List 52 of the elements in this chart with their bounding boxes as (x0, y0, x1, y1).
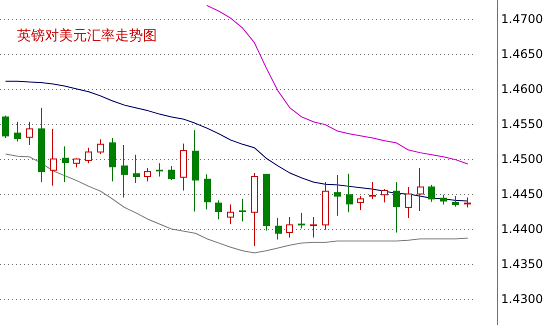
candlestick (73, 158, 80, 168)
candlestick (263, 174, 270, 231)
candlestick (440, 194, 447, 206)
line-series (5, 80, 468, 202)
candlestick (133, 154, 140, 184)
line-series (206, 5, 468, 164)
candlestick (168, 166, 175, 181)
candlestick (239, 198, 246, 222)
y-tick-label: 1.4450 (501, 187, 543, 202)
candlestick (298, 212, 305, 229)
candlestick (369, 182, 376, 200)
candlestick (275, 217, 282, 240)
candlestick (452, 196, 459, 208)
y-tick-label: 1.4500 (501, 152, 543, 166)
candlestick (180, 143, 187, 192)
candlestick (286, 216, 293, 238)
candlestick (227, 204, 234, 225)
candlestick (121, 144, 128, 198)
candlestick (85, 147, 92, 164)
text: 英镑对美元汇率走势图 (17, 28, 157, 44)
candlestick (393, 182, 400, 234)
candlestick (322, 182, 329, 230)
y-tick-label: 1.4300 (501, 292, 543, 306)
y-tick-label: 1.4650 (501, 46, 543, 61)
candlestick (62, 146, 69, 183)
candlestick (26, 121, 33, 146)
candlestick (192, 130, 199, 212)
y-tick-label: 1.4600 (501, 82, 543, 96)
candlestick (109, 137, 116, 182)
candlestick (97, 138, 104, 155)
candlestick (156, 162, 163, 178)
candlestick (310, 216, 317, 238)
candlestick (346, 173, 353, 213)
y-tick-label: 1.4350 (501, 257, 543, 272)
y-tick-label: 1.4550 (501, 116, 543, 131)
candlestick (251, 172, 258, 246)
candlestick (417, 168, 424, 212)
candlestick (14, 121, 21, 142)
candlestick (38, 107, 45, 183)
candlestick (428, 184, 435, 202)
candlestick (464, 197, 471, 208)
candlestick (215, 200, 222, 220)
y-tick-label: 1.4400 (501, 222, 543, 236)
candlestick (144, 168, 151, 182)
candlestick (357, 196, 364, 211)
candlestick (204, 174, 211, 210)
candlestick (50, 128, 57, 186)
candlestick (381, 188, 388, 203)
candlestick (2, 115, 9, 138)
y-tick-label: 1.4700 (501, 12, 543, 26)
candlestick (405, 186, 412, 218)
candlestick (334, 174, 341, 216)
